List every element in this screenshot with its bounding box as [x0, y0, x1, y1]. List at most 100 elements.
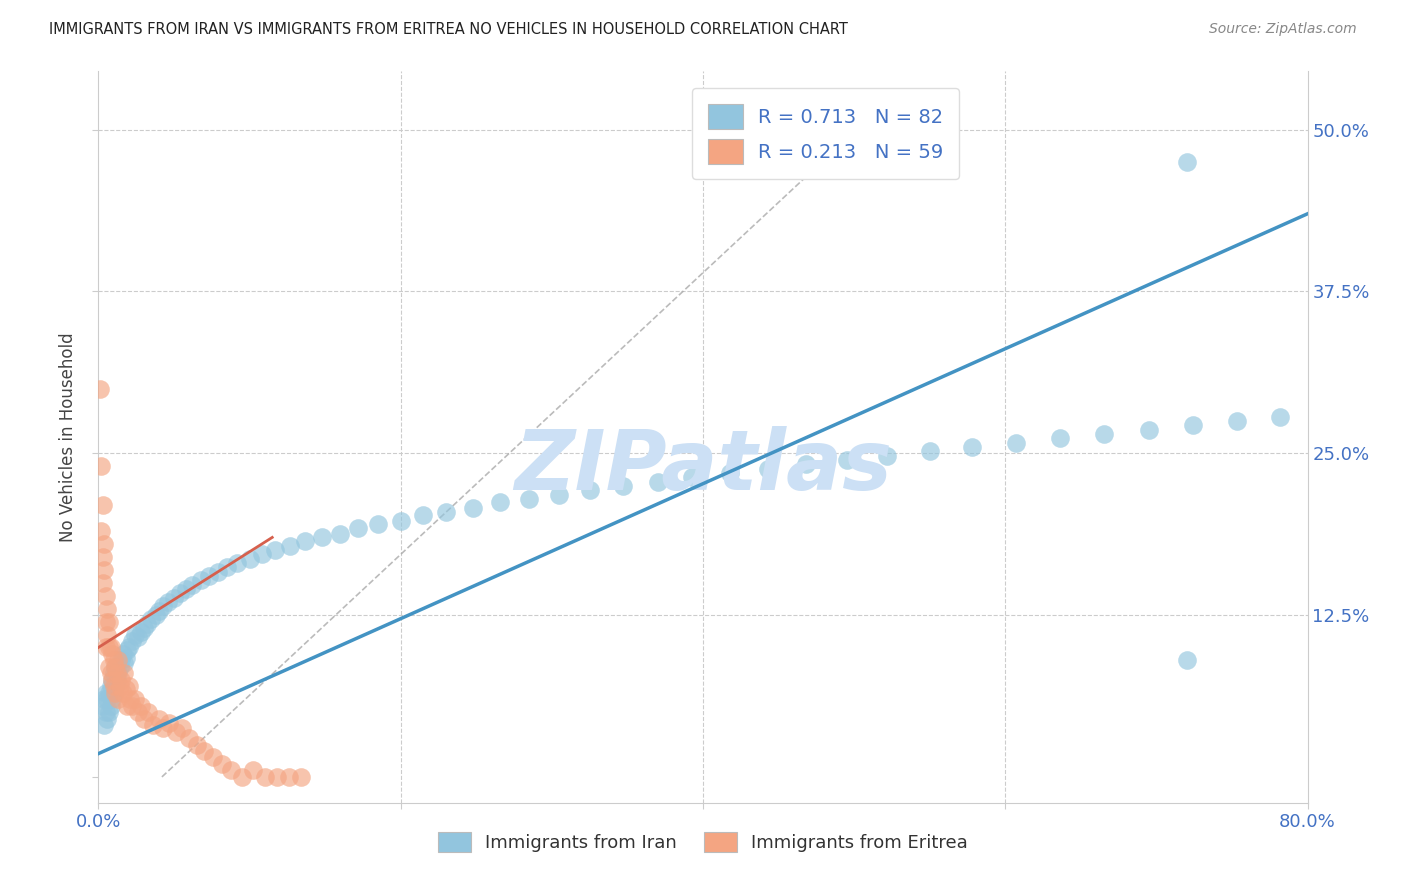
Point — [94, 615, 117, 629]
Point — [115, 643, 138, 657]
Point — [193, 744, 215, 758]
Point — [127, 705, 149, 719]
Point — [170, 721, 193, 735]
Point — [101, 647, 124, 661]
Point — [100, 666, 122, 681]
Point — [181, 578, 204, 592]
Point — [91, 575, 114, 590]
Point — [98, 660, 121, 674]
Point — [100, 698, 122, 713]
Point — [112, 666, 135, 681]
Point — [367, 517, 389, 532]
Point — [226, 557, 249, 571]
Point — [114, 681, 136, 696]
Point — [104, 660, 127, 674]
Point — [112, 656, 135, 670]
Point — [253, 770, 276, 784]
Point — [105, 673, 128, 687]
Point — [329, 526, 352, 541]
Point — [103, 653, 125, 667]
Point — [93, 692, 115, 706]
Point — [389, 514, 412, 528]
Point — [434, 504, 457, 518]
Point — [94, 640, 117, 655]
Point — [186, 738, 208, 752]
Point — [96, 712, 118, 726]
Point — [347, 521, 370, 535]
Point — [647, 475, 669, 489]
Text: ZIPatlas: ZIPatlas — [515, 425, 891, 507]
Point — [207, 566, 229, 580]
Point — [93, 718, 115, 732]
Point — [612, 478, 634, 492]
Point — [163, 591, 186, 606]
Point — [91, 498, 114, 512]
Point — [98, 640, 121, 655]
Point — [135, 617, 157, 632]
Point — [294, 534, 316, 549]
Point — [578, 483, 600, 497]
Point — [90, 459, 112, 474]
Point — [98, 615, 121, 629]
Point — [548, 488, 571, 502]
Point — [250, 547, 273, 561]
Point — [110, 653, 132, 667]
Point — [104, 686, 127, 700]
Point — [1005, 436, 1028, 450]
Point — [231, 770, 253, 784]
Point — [132, 712, 155, 726]
Point — [169, 586, 191, 600]
Point — [118, 640, 141, 655]
Point — [91, 549, 114, 564]
Point — [100, 679, 122, 693]
Point — [93, 563, 115, 577]
Point — [94, 705, 117, 719]
Point — [681, 469, 703, 483]
Point — [104, 660, 127, 674]
Point — [202, 750, 225, 764]
Point — [98, 705, 121, 719]
Point — [1270, 410, 1292, 425]
Point — [266, 770, 288, 784]
Point — [1049, 431, 1071, 445]
Point — [94, 686, 117, 700]
Point — [152, 721, 174, 735]
Point — [142, 718, 165, 732]
Point — [517, 491, 540, 506]
Point — [100, 640, 122, 655]
Point — [718, 466, 741, 480]
Point — [107, 653, 129, 667]
Point — [1092, 426, 1115, 441]
Point — [129, 624, 152, 639]
Point — [115, 698, 138, 713]
Point — [114, 650, 136, 665]
Point — [960, 440, 983, 454]
Point — [121, 698, 143, 713]
Text: IMMIGRANTS FROM IRAN VS IMMIGRANTS FROM ERITREA NO VEHICLES IN HOUSEHOLD CORRELA: IMMIGRANTS FROM IRAN VS IMMIGRANTS FROM … — [49, 22, 848, 37]
Point — [159, 715, 181, 730]
Point — [165, 724, 187, 739]
Point — [1175, 653, 1198, 667]
Point — [105, 666, 128, 681]
Point — [1181, 417, 1204, 432]
Text: Source: ZipAtlas.com: Source: ZipAtlas.com — [1209, 22, 1357, 37]
Point — [132, 621, 155, 635]
Point — [110, 673, 132, 687]
Point — [93, 537, 115, 551]
Point — [94, 589, 117, 603]
Point — [156, 595, 179, 609]
Point — [197, 569, 219, 583]
Point — [876, 449, 898, 463]
Point — [96, 692, 118, 706]
Legend: Immigrants from Iran, Immigrants from Eritrea: Immigrants from Iran, Immigrants from Er… — [432, 824, 974, 860]
Point — [463, 500, 485, 515]
Point — [412, 508, 434, 523]
Point — [190, 573, 212, 587]
Point — [1175, 155, 1198, 169]
Point — [277, 770, 299, 784]
Point — [211, 756, 233, 771]
Point — [152, 599, 174, 613]
Point — [96, 601, 118, 615]
Point — [111, 647, 134, 661]
Point — [107, 666, 129, 681]
